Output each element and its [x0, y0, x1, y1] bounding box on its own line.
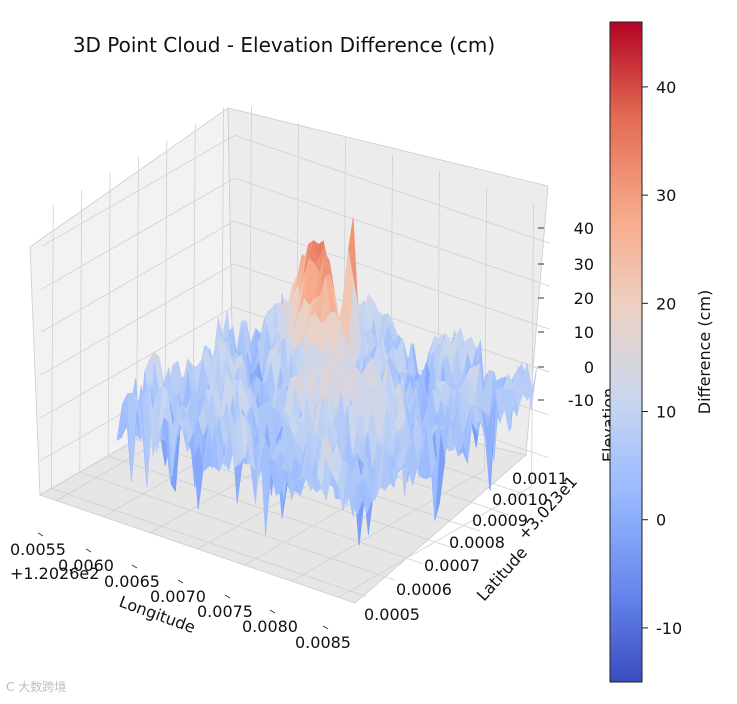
watermark: C 大数跨境	[6, 680, 67, 694]
colorbar-tick-label: -10	[656, 619, 682, 638]
colorbar-tick-label: 30	[656, 186, 676, 205]
y-tick-label: 0.0007	[424, 556, 480, 575]
y-tick-label: 0.0005	[364, 605, 420, 624]
y-grid-line	[107, 172, 424, 565]
x-tick-mark	[224, 594, 231, 599]
z-tick-label: 40	[574, 219, 594, 238]
z-tick-label: 20	[574, 289, 594, 308]
x-tick-mark	[85, 548, 92, 553]
z-grid-line	[40, 220, 550, 333]
x-tick-mark	[269, 609, 276, 614]
z-axis: -10 0 10 20 30 40	[538, 219, 594, 410]
y-tick-label: 0.0006	[396, 580, 452, 599]
x-tick-label: 0.0060	[58, 556, 114, 575]
x-axis: 0.00550.00600.00650.00700.00750.00800.00…	[10, 532, 351, 652]
x-grid-line	[291, 187, 487, 582]
z-grid-line	[41, 134, 550, 247]
colorbar-tick-label: 40	[656, 78, 676, 97]
colorbar-tick-label: 0	[656, 511, 666, 530]
z-grid-line	[41, 177, 550, 290]
x-offset-text: +1.2026e2	[10, 564, 99, 583]
x-tick-label: 0.0075	[197, 602, 253, 621]
x-tick-label: 0.0085	[295, 633, 351, 652]
colorbar-ticks: -10 0 10 20 30 40	[642, 78, 682, 638]
x-tick-mark	[131, 564, 138, 569]
y-grid-line	[50, 205, 367, 597]
x-tick-mark	[177, 579, 184, 584]
surface-cell	[347, 481, 359, 518]
colorbar-gradient	[609, 21, 643, 683]
elevation-surface	[116, 217, 538, 546]
x-tick-label: 0.0055	[10, 540, 66, 559]
colorbar: -10 0 10 20 30 40 Difference (cm)	[609, 21, 714, 683]
x-grid-line	[338, 203, 534, 598]
y-tick-label: 0.0011	[512, 469, 568, 488]
y-tick-label: 0.0010	[492, 490, 548, 509]
x-tick-label: 0.0070	[150, 587, 206, 606]
y-tick-label: 0.0009	[472, 511, 528, 530]
x-tick-mark	[37, 532, 44, 537]
y-grid-line	[79, 189, 395, 581]
x-tick-label: 0.0065	[104, 572, 160, 591]
colorbar-label: Difference (cm)	[695, 290, 714, 414]
y-axis-label: Latitude	[473, 543, 531, 605]
y-grid-line	[136, 156, 452, 548]
y-tick-label: 0.0008	[449, 533, 505, 552]
colorbar-tick-label: 10	[656, 403, 676, 422]
y-axis: 0.0005 0.0006 0.0007 0.0008 0.0009 0.0010 0.00…	[364, 469, 568, 624]
z-tick-label: -10	[568, 391, 594, 410]
z-tick-label: 0	[584, 358, 594, 377]
colorbar-tick-label: 20	[656, 294, 676, 313]
z-tick-label: 30	[574, 255, 594, 274]
z-tick-label: 10	[574, 323, 594, 342]
chart-title: 3D Point Cloud - Elevation Difference (c…	[73, 33, 495, 57]
x-tick-label: 0.0080	[242, 617, 298, 636]
x-tick-mark	[322, 625, 329, 630]
